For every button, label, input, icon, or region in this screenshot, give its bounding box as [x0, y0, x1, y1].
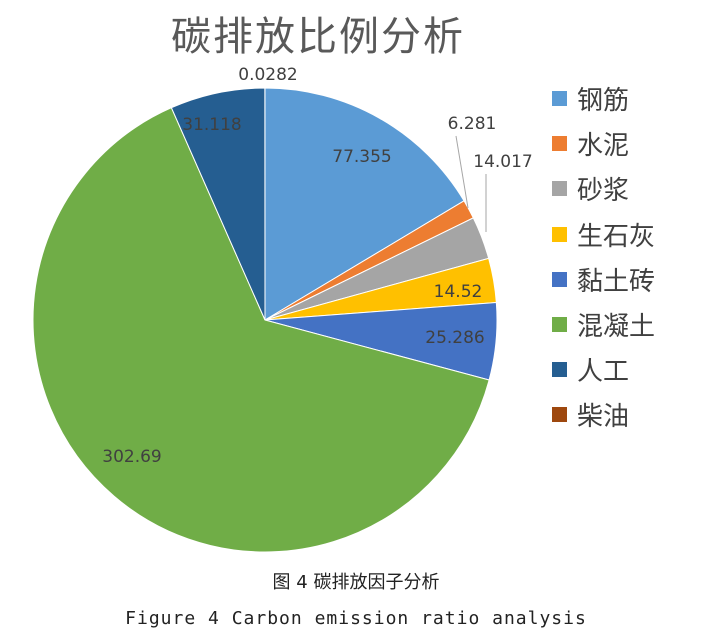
- legend-label: 黏土砖: [577, 266, 656, 297]
- legend-label: 水泥: [577, 131, 630, 162]
- figure-caption-cn: 图 4 碳排放因子分析: [272, 572, 440, 593]
- legend-swatch: [552, 362, 567, 378]
- legend-swatch: [552, 407, 567, 423]
- legend-item: 混凝土: [552, 302, 655, 347]
- data-label-1: 77.355: [332, 147, 391, 167]
- legend-swatch: [552, 181, 567, 197]
- data-label-4: 14.52: [434, 282, 483, 302]
- legend-swatch: [552, 271, 567, 287]
- legend-item: 人工: [552, 347, 655, 392]
- pie-slice-1: [264, 87, 465, 321]
- legend-label: 钢筋: [577, 86, 630, 117]
- leader-line-2: [455, 135, 469, 209]
- legend-swatch: [552, 226, 567, 242]
- legend-item: 黏土砖: [552, 257, 655, 302]
- chart-title: 碳排放比例分析: [171, 14, 465, 60]
- legend-item: 生石灰: [552, 212, 655, 257]
- data-label-7: 31.118: [182, 115, 241, 135]
- legend-swatch: [552, 91, 567, 107]
- legend-label: 生石灰: [577, 221, 656, 252]
- legend-label: 混凝土: [577, 312, 656, 343]
- data-label-3: 14.017: [473, 152, 532, 172]
- data-label-8: 0.0282: [238, 65, 297, 85]
- legend-label: 柴油: [577, 402, 630, 433]
- data-label-2: 6.281: [448, 114, 497, 134]
- legend-label: 人工: [577, 357, 630, 388]
- legend-item: 柴油: [552, 392, 655, 437]
- legend-item: 水泥: [552, 121, 655, 166]
- legend-swatch: [552, 317, 567, 333]
- legend-label: 砂浆: [577, 176, 630, 207]
- figure-caption-en: Figure 4 Carbon emission ratio analysis: [125, 608, 587, 629]
- legend-swatch: [552, 136, 567, 152]
- legend-item: 钢筋: [552, 76, 655, 121]
- legend-item: 砂浆: [552, 166, 655, 211]
- data-label-5: 25.286: [425, 328, 484, 348]
- legend: 钢筋水泥砂浆生石灰黏土砖混凝土人工柴油: [552, 76, 655, 438]
- pie-slice-6: [32, 107, 490, 553]
- data-label-6: 302.69: [102, 447, 161, 467]
